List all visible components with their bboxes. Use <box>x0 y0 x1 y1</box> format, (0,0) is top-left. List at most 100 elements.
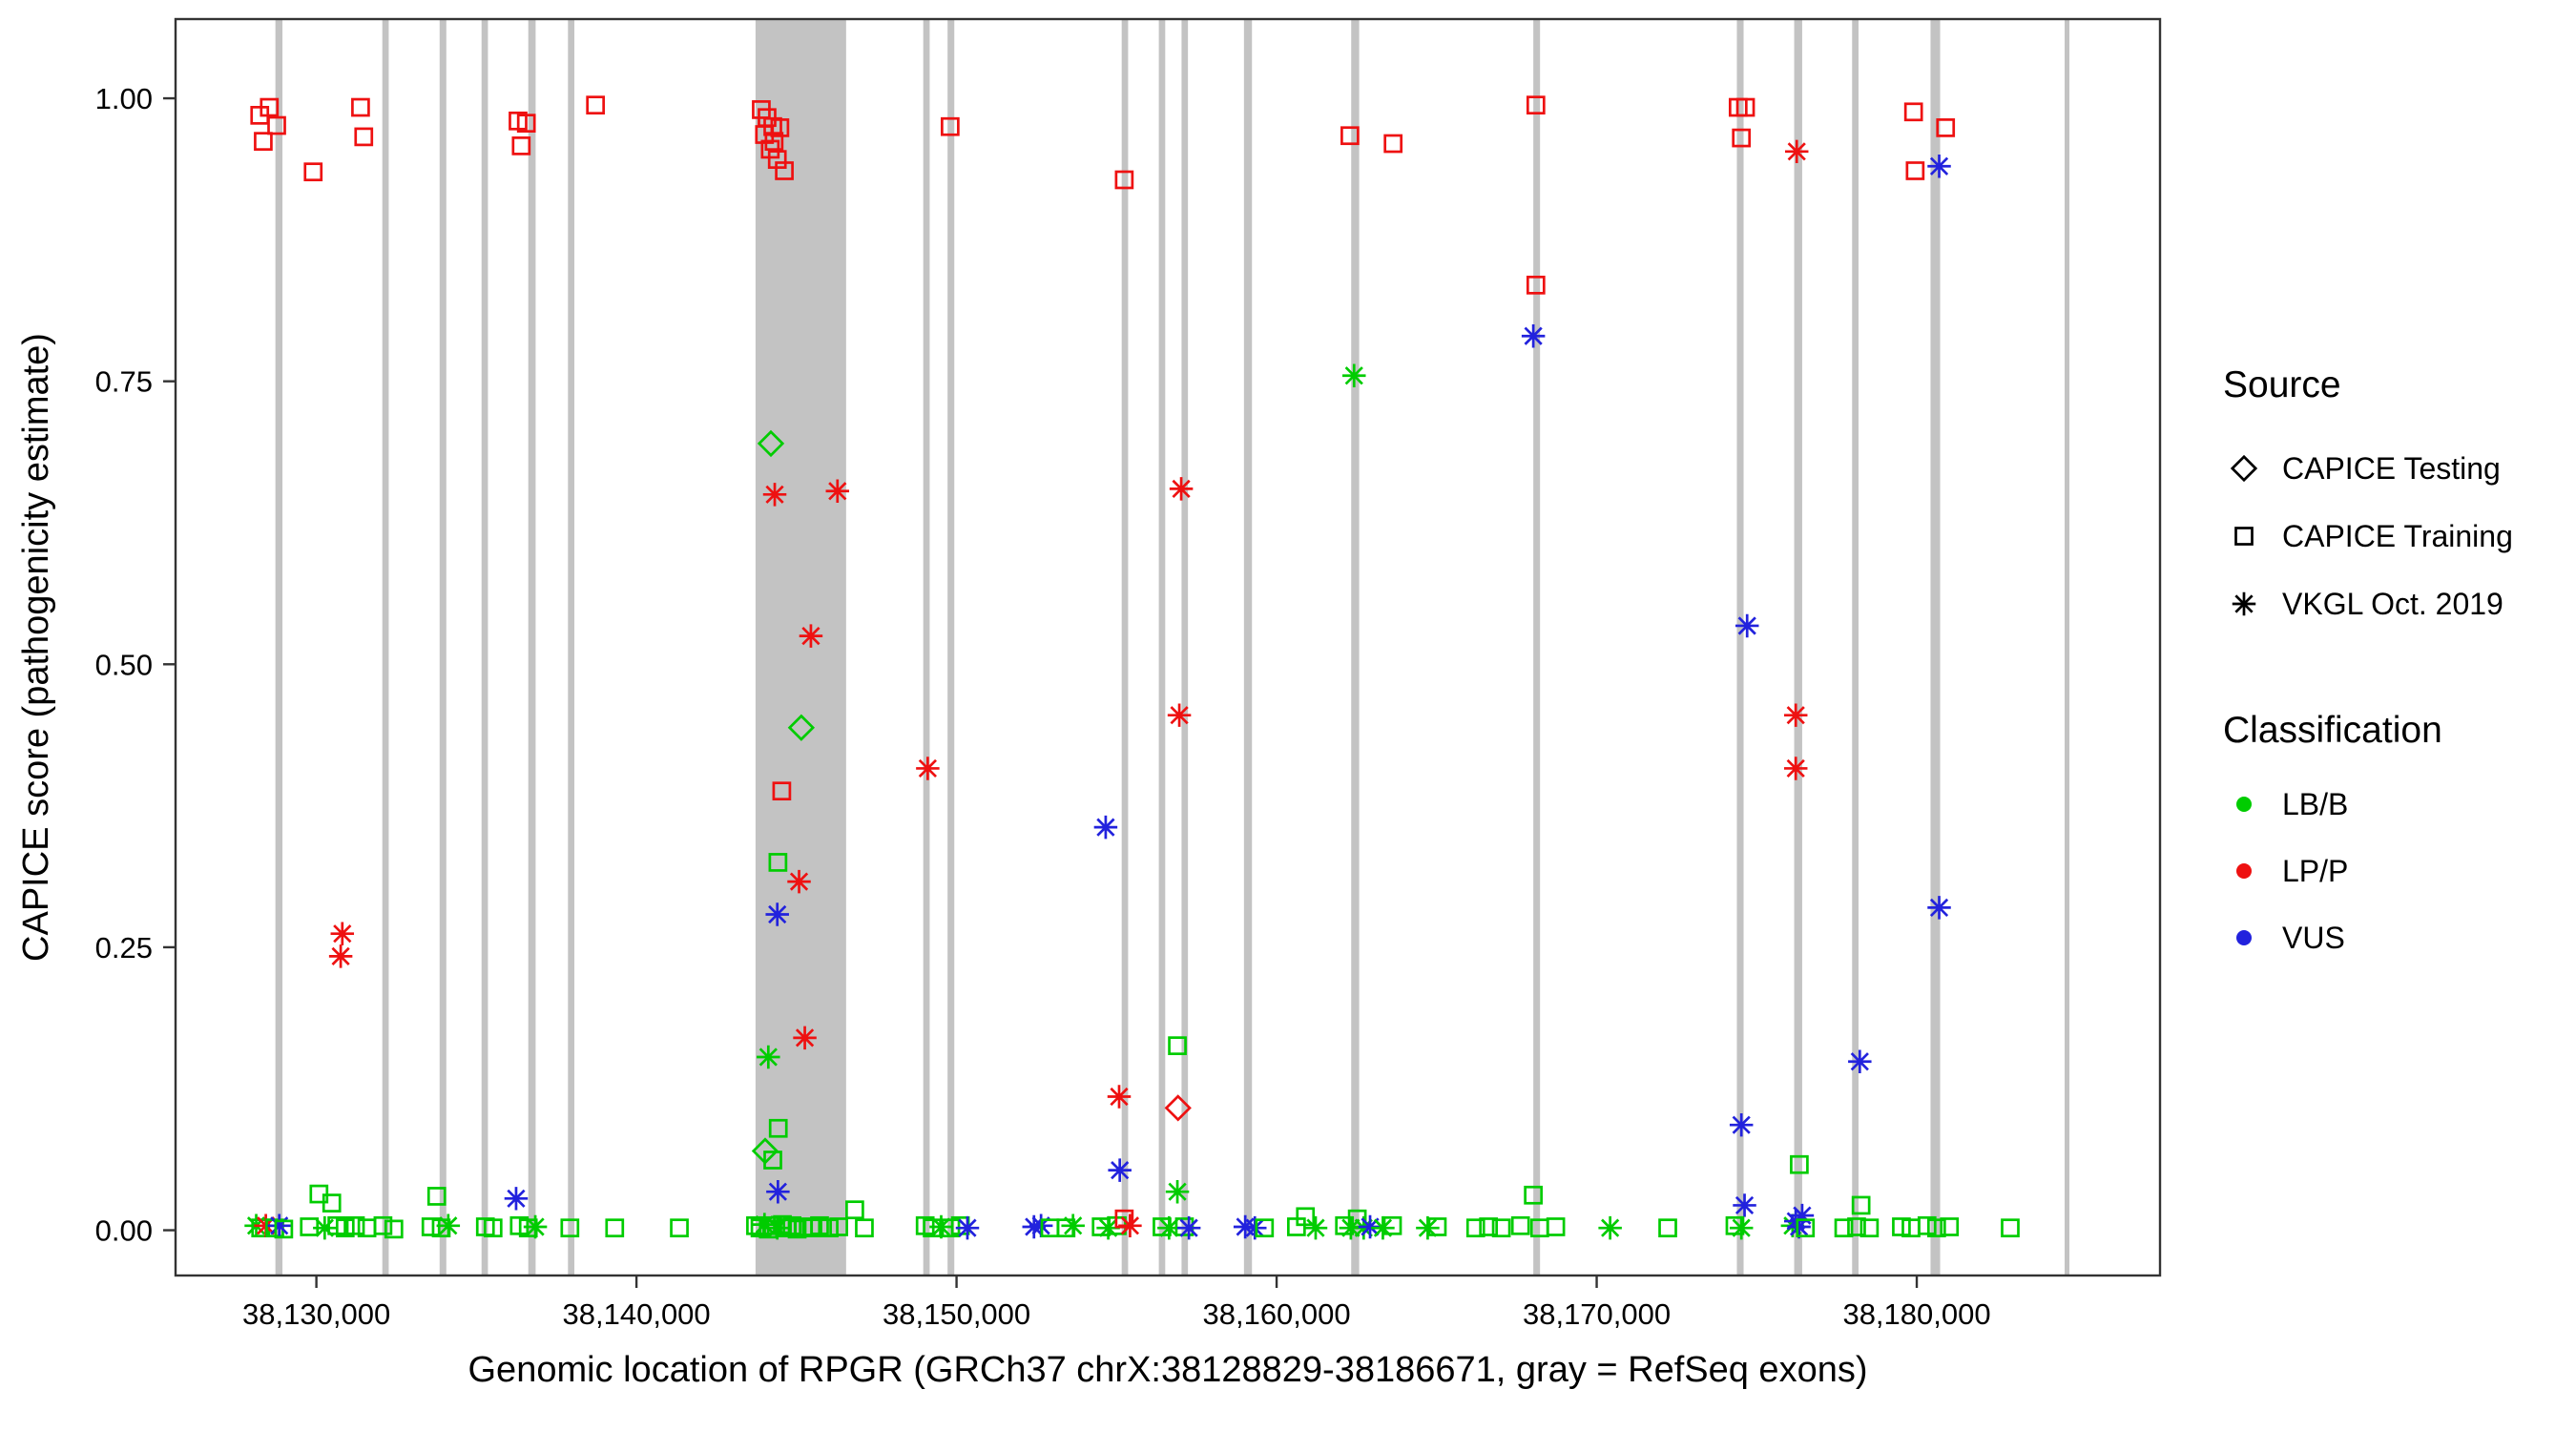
data-point <box>267 115 286 135</box>
refseq-exon-bar <box>439 19 447 1275</box>
data-point <box>1465 1218 1485 1238</box>
refseq-exon-bar <box>1351 19 1360 1275</box>
data-point <box>1901 1218 1921 1238</box>
data-point <box>757 1045 780 1069</box>
data-point <box>586 95 606 115</box>
refseq-exon-bar <box>1930 19 1941 1275</box>
refseq-exon-bar <box>1533 19 1541 1275</box>
legend-classification-title: Classification <box>2223 710 2442 751</box>
legend-source-item-label: VKGL Oct. 2019 <box>2282 587 2503 621</box>
data-point <box>762 483 787 507</box>
data-point <box>1848 1049 1872 1073</box>
legend-source-title: Source <box>2223 364 2341 405</box>
data-point <box>1936 118 1956 137</box>
data-point <box>1733 1193 1756 1217</box>
x-tick-label: 38,180,000 <box>1842 1297 1990 1331</box>
legend-source-item-label: CAPICE Testing <box>2282 451 2501 486</box>
data-point <box>1383 134 1403 154</box>
data-point <box>775 161 794 180</box>
data-point <box>2001 1218 2020 1238</box>
data-point <box>855 1218 874 1238</box>
data-point <box>436 1213 461 1238</box>
data-point <box>1927 155 1951 178</box>
data-point <box>1851 1195 1871 1215</box>
data-point <box>955 1215 980 1240</box>
data-point <box>1784 139 1809 164</box>
legend-asterisk-icon <box>2232 591 2256 616</box>
data-point <box>1358 1214 1382 1239</box>
legend-class-dot-icon <box>2236 930 2252 945</box>
data-point <box>810 1215 829 1235</box>
data-point <box>313 1215 337 1240</box>
data-point <box>1427 1217 1447 1236</box>
data-point <box>345 1215 365 1235</box>
data-point <box>322 1193 342 1213</box>
data-point <box>373 1215 393 1235</box>
data-point <box>825 479 850 504</box>
data-point <box>787 869 811 894</box>
refseq-exon-bar <box>1181 19 1189 1275</box>
data-point <box>260 97 280 117</box>
data-point <box>1790 1154 1809 1174</box>
data-point <box>354 127 374 147</box>
data-point <box>1796 1218 1816 1238</box>
data-point <box>274 1219 294 1239</box>
data-point <box>772 781 792 801</box>
data-point <box>267 1213 291 1238</box>
data-point <box>328 944 353 968</box>
data-point <box>1658 1218 1677 1238</box>
refseq-exon-bar <box>947 19 955 1275</box>
data-point <box>1510 1215 1530 1235</box>
data-point <box>384 1219 404 1239</box>
data-point <box>504 1187 529 1211</box>
data-point <box>523 1214 548 1239</box>
data-point <box>254 132 273 151</box>
x-tick-label: 38,170,000 <box>1523 1297 1671 1331</box>
data-point <box>764 132 784 151</box>
data-point <box>787 1219 807 1239</box>
data-point <box>1176 1215 1201 1240</box>
refseq-exon-bar <box>755 19 846 1275</box>
data-point <box>670 1218 689 1238</box>
data-point <box>1903 102 1923 122</box>
refseq-exon-bar <box>923 19 930 1275</box>
data-point <box>1940 1217 1960 1236</box>
data-point <box>1847 1217 1866 1236</box>
x-tick-label: 38,150,000 <box>883 1297 1030 1331</box>
data-point <box>765 1215 789 1240</box>
data-point <box>768 1118 788 1138</box>
data-point <box>1340 126 1360 146</box>
y-tick-label: 0.25 <box>95 931 153 964</box>
data-point <box>1061 1213 1085 1238</box>
data-point <box>1546 1217 1566 1236</box>
refseq-exon-bar <box>382 19 389 1275</box>
legend-diamond-icon <box>2230 454 2258 483</box>
data-point <box>1783 757 1808 780</box>
data-point <box>303 162 323 182</box>
x-axis-title: Genomic location of RPGR (GRCh37 chrX:38… <box>468 1350 1868 1390</box>
data-point <box>1168 1036 1187 1055</box>
data-point <box>1371 1215 1395 1240</box>
data-point <box>766 1179 790 1204</box>
data-point <box>787 714 816 741</box>
data-point <box>1342 363 1366 387</box>
refseq-exon-bar <box>1852 19 1859 1275</box>
data-point <box>1926 1218 1946 1238</box>
data-point <box>793 1026 817 1050</box>
refseq-exon-bar <box>1794 19 1802 1275</box>
plot-panel-border <box>174 17 2162 1277</box>
y-tick-label: 0.00 <box>95 1214 153 1248</box>
data-point <box>916 757 940 780</box>
data-point <box>483 1218 503 1238</box>
data-point <box>1339 1215 1363 1240</box>
refseq-exon-bar <box>1243 19 1253 1275</box>
x-tick-label: 38,130,000 <box>242 1297 390 1331</box>
y-tick-label: 1.00 <box>95 82 153 115</box>
data-point <box>1167 703 1192 727</box>
data-point <box>763 1151 782 1170</box>
data-point <box>1169 477 1194 501</box>
data-point <box>1783 703 1808 727</box>
data-point <box>1243 1215 1267 1240</box>
data-point <box>1524 1185 1543 1205</box>
